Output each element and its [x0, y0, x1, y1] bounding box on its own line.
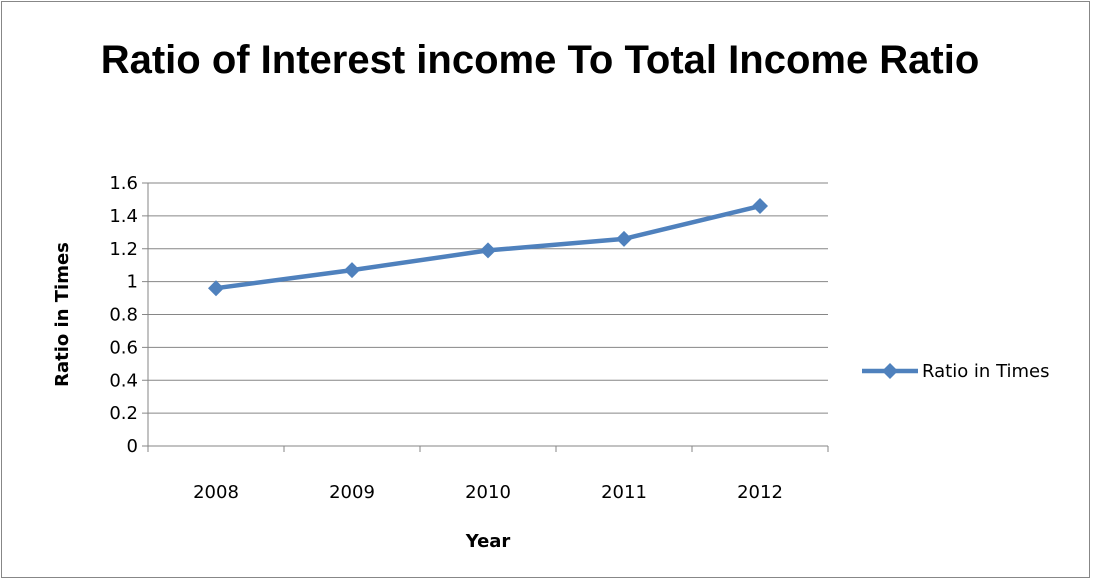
y-tick-label: 1	[127, 272, 138, 293]
chart-title: Ratio of Interest income To Total Income…	[100, 38, 980, 82]
y-tick-label: 0.2	[109, 403, 138, 424]
x-tick-label: 2012	[737, 482, 783, 503]
y-tick-label: 0.6	[109, 337, 138, 358]
y-tick-label: 1.2	[109, 239, 138, 260]
legend: Ratio in Times	[862, 361, 1050, 382]
y-tick-label: 1.4	[109, 206, 138, 227]
data-point-marker	[208, 280, 224, 297]
x-tick-label: 2008	[193, 482, 239, 503]
x-axis-title: Year	[465, 531, 511, 552]
y-tick-label: 0.8	[109, 305, 138, 326]
x-axis-ticks: 2008 2009 2010 2011 2012	[147, 446, 829, 503]
series-group	[208, 198, 768, 297]
data-point-marker	[752, 198, 768, 215]
x-tick-label: 2011	[601, 482, 647, 503]
y-axis-title: Ratio in Times	[52, 242, 73, 387]
data-point-marker	[616, 230, 632, 247]
data-point-marker	[344, 262, 360, 279]
y-tick-label: 0.4	[109, 370, 138, 391]
legend-marker	[882, 363, 898, 379]
x-tick-label: 2010	[465, 482, 511, 503]
legend-label: Ratio in Times	[922, 361, 1050, 382]
data-point-marker	[480, 242, 496, 259]
x-tick-label: 2009	[329, 482, 375, 503]
y-tick-label: 0	[127, 436, 138, 457]
y-tick-label: 1.6	[109, 173, 138, 194]
y-axis-ticks: 0 0.2 0.4 0.6 0.8 1 1.2 1.4 1.6	[109, 173, 148, 457]
gridlines	[147, 182, 828, 447]
